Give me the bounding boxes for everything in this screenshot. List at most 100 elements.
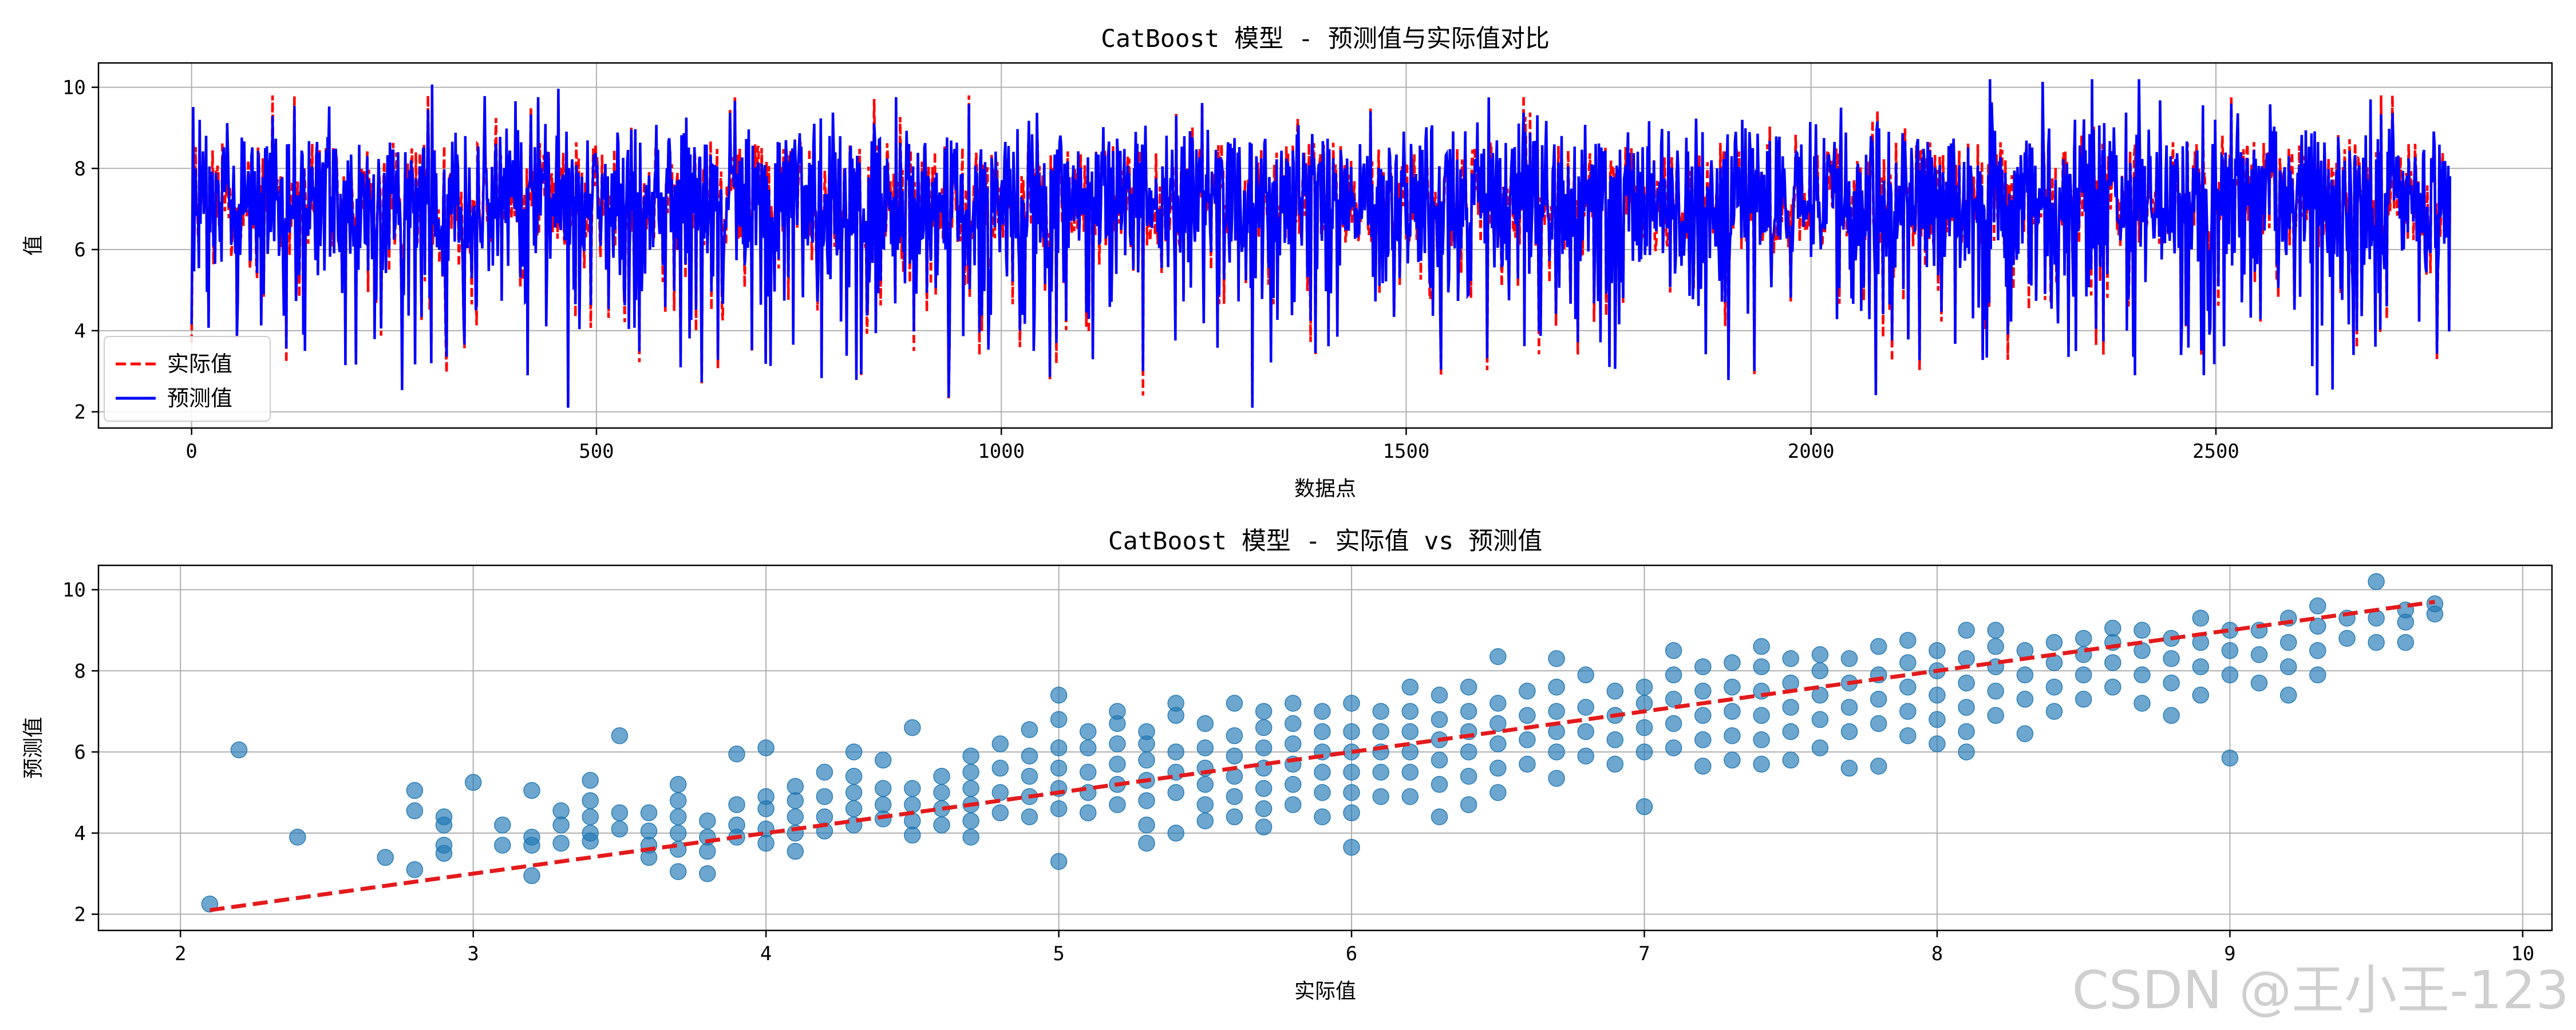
scatter-point bbox=[1519, 707, 1536, 724]
scatter-point bbox=[1372, 723, 1389, 740]
scatter-point bbox=[1870, 691, 1887, 708]
scatter-point bbox=[611, 804, 629, 822]
scatter-point bbox=[1606, 755, 1624, 773]
legend-label-predicted: 预测值 bbox=[167, 386, 232, 411]
scatter-point bbox=[991, 735, 1009, 752]
scatter-point bbox=[582, 825, 599, 842]
scatter-point bbox=[1899, 678, 1917, 696]
scatter-point bbox=[1255, 818, 1273, 835]
scatter-point bbox=[1782, 723, 1799, 740]
scatter-point bbox=[1724, 727, 1741, 744]
legend-label-actual: 实际值 bbox=[167, 351, 232, 377]
scatter-point bbox=[874, 780, 892, 797]
scatter-point bbox=[582, 808, 599, 826]
scatter-chart-x-tick-label: 5 bbox=[1053, 942, 1064, 965]
scatter-point bbox=[552, 816, 570, 834]
scatter-point bbox=[1753, 755, 1770, 773]
scatter-point bbox=[1724, 751, 1741, 769]
line-chart-x-tick-label: 0 bbox=[185, 440, 197, 463]
scatter-point bbox=[1490, 648, 1507, 665]
scatter-point bbox=[1899, 632, 1917, 649]
scatter-point bbox=[904, 796, 921, 813]
scatter-point bbox=[1577, 723, 1594, 740]
scatter-point bbox=[2104, 678, 2121, 696]
scatter-point bbox=[669, 792, 687, 809]
scatter-point bbox=[2075, 666, 2092, 684]
scatter-point bbox=[2134, 621, 2151, 639]
scatter-point bbox=[757, 739, 775, 756]
scatter-point bbox=[874, 796, 892, 813]
scatter-point bbox=[2045, 678, 2063, 696]
scatter-point bbox=[1929, 687, 1946, 704]
scatter-point bbox=[845, 743, 863, 760]
scatter-point bbox=[1050, 759, 1068, 777]
scatter-point bbox=[2134, 666, 2151, 684]
scatter-point bbox=[435, 837, 453, 854]
scatter-point bbox=[2016, 691, 2034, 708]
scatter-point bbox=[1665, 715, 1682, 732]
scatter-point bbox=[933, 784, 950, 801]
scatter-point bbox=[1314, 703, 1331, 720]
scatter-point bbox=[1753, 638, 1770, 655]
line-chart-ticks: 0 500 1000 1500 2000 2500 2 4 6 8 10 bbox=[62, 77, 2239, 463]
scatter-point bbox=[933, 816, 950, 834]
scatter-point bbox=[1460, 678, 1477, 696]
scatter-point bbox=[2309, 617, 2326, 635]
scatter-chart-y-tick-label: 2 bbox=[74, 904, 86, 926]
scatter-chart-x-tick-label: 8 bbox=[1931, 942, 1943, 965]
scatter-point bbox=[1372, 788, 1389, 805]
scatter-point bbox=[1401, 788, 1419, 805]
scatter-point bbox=[991, 804, 1009, 822]
scatter-point bbox=[1899, 703, 1917, 720]
scatter-point bbox=[1694, 707, 1712, 724]
scatter-point bbox=[1519, 731, 1536, 748]
scatter-point bbox=[1840, 650, 1858, 667]
scatter-point bbox=[1665, 691, 1682, 708]
scatter-point bbox=[962, 780, 979, 797]
scatter-point bbox=[2279, 633, 2297, 651]
scatter-point bbox=[1255, 800, 1273, 818]
line-chart-x-tick-label: 1500 bbox=[1383, 440, 1430, 463]
scatter-point bbox=[1284, 776, 1302, 793]
scatter-point bbox=[494, 816, 511, 834]
scatter-point bbox=[1021, 721, 1038, 738]
scatter-point bbox=[494, 837, 511, 854]
scatter-point bbox=[1109, 796, 1126, 813]
scatter-point bbox=[1314, 808, 1331, 826]
scatter-point bbox=[1372, 703, 1389, 720]
scatter-point bbox=[1811, 662, 1829, 680]
scatter-point bbox=[787, 792, 804, 809]
line-chart: 0 500 1000 1500 2000 2500 2 4 6 8 10 CatBoost 模型 -… bbox=[22, 25, 2553, 501]
line-chart-x-tick-label: 1000 bbox=[978, 440, 1025, 463]
scatter-point bbox=[2221, 749, 2239, 767]
scatter-point bbox=[1138, 723, 1155, 740]
legend-box bbox=[104, 336, 271, 422]
scatter-point bbox=[1665, 739, 1682, 756]
line-chart-x-tick-label: 500 bbox=[579, 440, 614, 463]
scatter-point bbox=[991, 759, 1009, 777]
scatter-point bbox=[464, 774, 482, 791]
scatter-point bbox=[1811, 739, 1829, 756]
scatter-point bbox=[1167, 784, 1184, 801]
scatter-point bbox=[1138, 751, 1155, 769]
scatter-point bbox=[1490, 784, 1507, 801]
scatter-point bbox=[1958, 674, 1975, 692]
scatter-point bbox=[728, 796, 745, 813]
scatter-point bbox=[874, 751, 892, 769]
scatter-point bbox=[1196, 739, 1214, 756]
scatter-point bbox=[1226, 808, 1243, 826]
scatter-chart-y-tick-label: 8 bbox=[74, 660, 86, 683]
scatter-point bbox=[2221, 642, 2239, 659]
scatter-point bbox=[523, 867, 540, 885]
scatter-point bbox=[1635, 798, 1653, 815]
scatter-point bbox=[1167, 743, 1184, 760]
scatter-chart: 2 3 4 5 6 7 8 9 10 2 4 6 8 10 CatBoost 模型 - 实际值 vs 预测… bbox=[22, 527, 2553, 1003]
scatter-point bbox=[1021, 747, 1038, 764]
scatter-point bbox=[2192, 687, 2210, 704]
scatter-point bbox=[669, 808, 687, 826]
scatter-point bbox=[1314, 784, 1331, 801]
scatter-point bbox=[1343, 763, 1360, 781]
scatter-point bbox=[1343, 695, 1360, 712]
scatter-point bbox=[1050, 739, 1068, 756]
